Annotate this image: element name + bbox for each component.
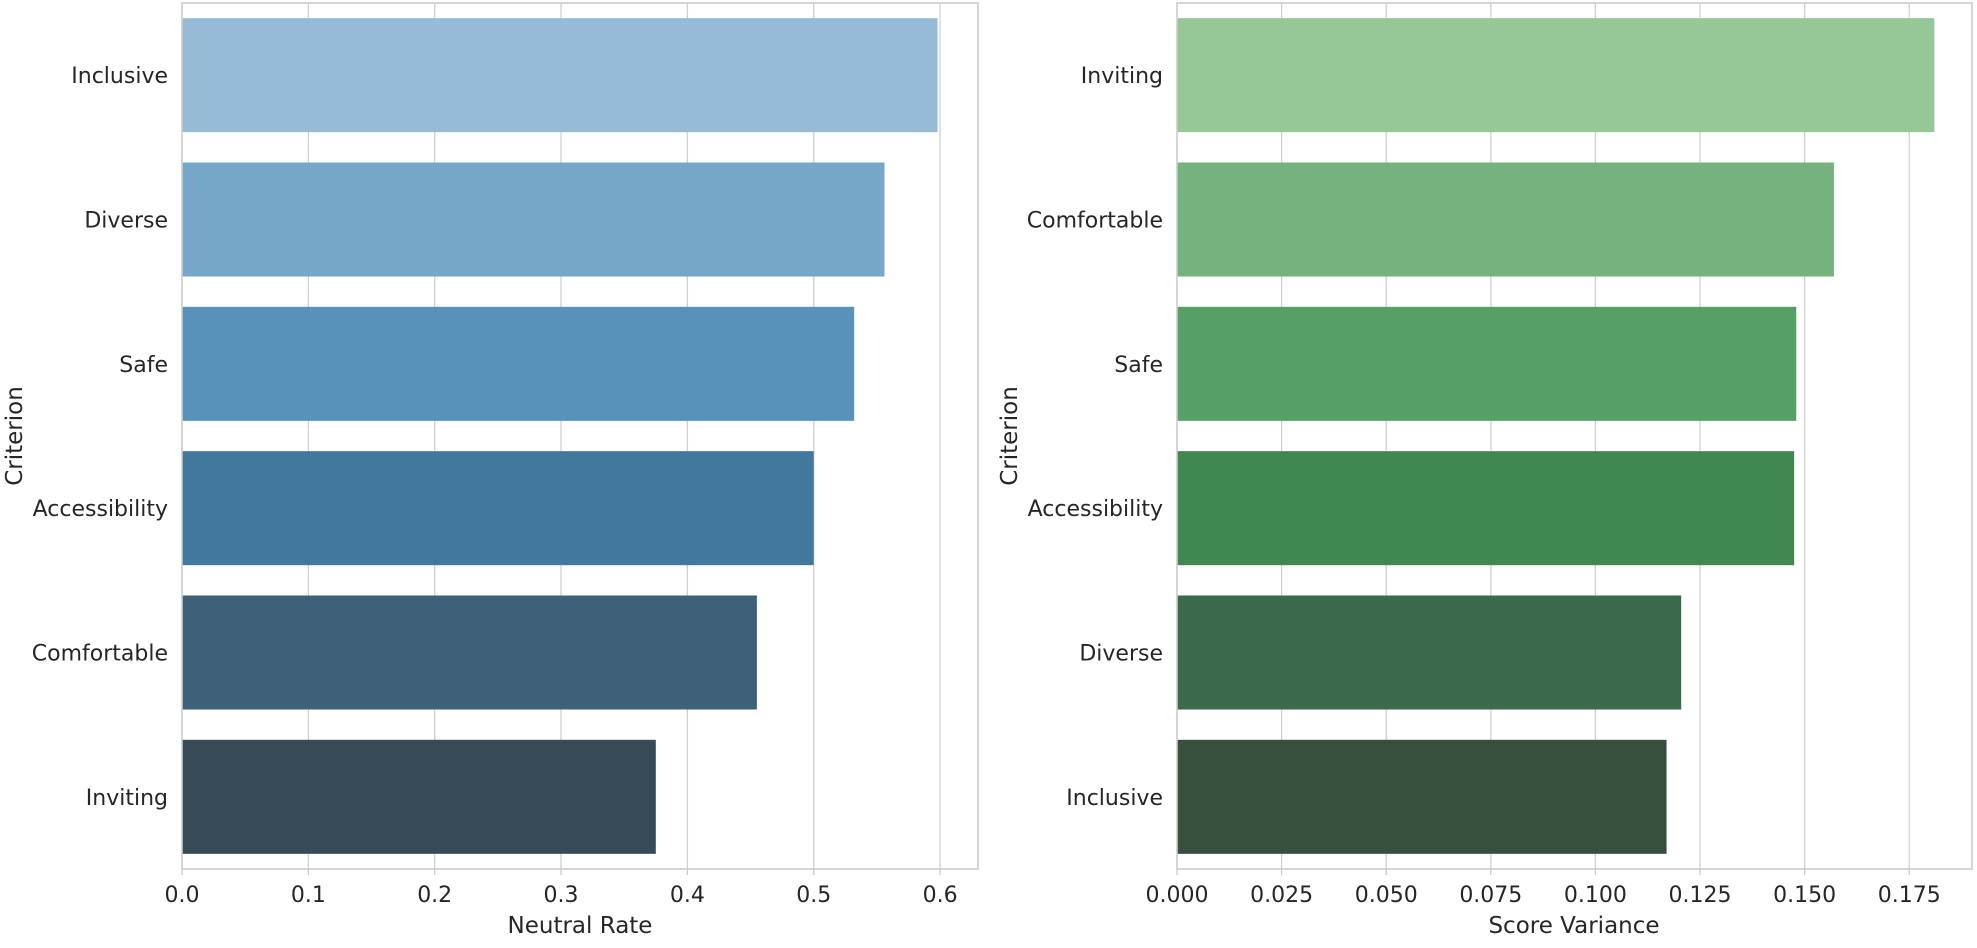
neutral-rate-axes-frame [181,2,979,870]
score-variance-category-label: Diverse [1079,642,1163,667]
score-variance-panel: Inviting Comfortable Safe Accessibility Dive… [997,2,1973,939]
score-variance-x-tick-label: 0.075 [1459,883,1522,908]
score-variance-category-label: Safe [1114,353,1163,378]
score-variance-x-tick-label: 0.025 [1250,883,1313,908]
neutral-rate-x-tick-label: 0.1 [291,883,326,908]
neutral-rate-bar-diverse [182,162,885,277]
neutral-rate-category-label: Accessibility [33,497,168,522]
neutral-rate-x-tick-label: 0.6 [923,883,958,908]
score-variance-x-tick-label: 0.100 [1564,883,1627,908]
neutral-rate-panel: Inclusive Diverse Safe Accessibility Comfort… [2,2,979,939]
neutral-rate-category-label: Comfortable [32,642,168,667]
neutral-rate-bar-safe [182,306,855,421]
neutral-rate-x-axis-label: Neutral Rate [508,913,653,939]
neutral-rate-x-tick-label: 0.0 [165,883,200,908]
neutral-rate-x-tick-label: 0.4 [670,883,705,908]
score-variance-bar-accessibility [1177,451,1795,566]
score-variance-bar-inviting [1177,18,1935,133]
score-variance-category-label: Comfortable [1027,209,1163,234]
score-variance-x-tick-label: 0.175 [1878,883,1941,908]
neutral-rate-y-axis-label: Criterion [2,386,28,486]
neutral-rate-bar-accessibility [182,451,814,566]
neutral-rate-category-label: Inviting [86,786,168,811]
score-variance-x-tick-label: 0.050 [1355,883,1418,908]
score-variance-category-label: Inclusive [1066,786,1163,811]
neutral-rate-x-tick-label: 0.3 [544,883,579,908]
neutral-rate-bar-inviting [182,739,656,854]
score-variance-y-axis-label: Criterion [997,386,1023,486]
score-variance-x-tick-label: 0.125 [1669,883,1732,908]
score-variance-bar-comfortable [1177,162,1834,277]
neutral-rate-category-label: Inclusive [71,64,168,89]
score-variance-bar-safe [1177,306,1797,421]
score-variance-x-axis-label: Score Variance [1488,913,1659,939]
neutral-rate-bar-comfortable [182,595,757,710]
score-variance-x-tick-label: 0.150 [1773,883,1836,908]
neutral-rate-category-label: Diverse [84,209,168,234]
neutral-rate-bar-inclusive [182,18,938,133]
score-variance-x-tick-label: 0.000 [1146,883,1209,908]
neutral-rate-category-label: Safe [119,353,168,378]
neutral-rate-x-tick-label: 0.2 [417,883,452,908]
score-variance-category-label: Accessibility [1028,497,1163,522]
score-variance-bar-diverse [1177,595,1682,710]
score-variance-category-label: Inviting [1081,64,1163,89]
score-variance-bar-inclusive [1177,739,1667,854]
neutral-rate-x-tick-label: 0.5 [796,883,831,908]
score-variance-axes-frame [1176,2,1973,870]
